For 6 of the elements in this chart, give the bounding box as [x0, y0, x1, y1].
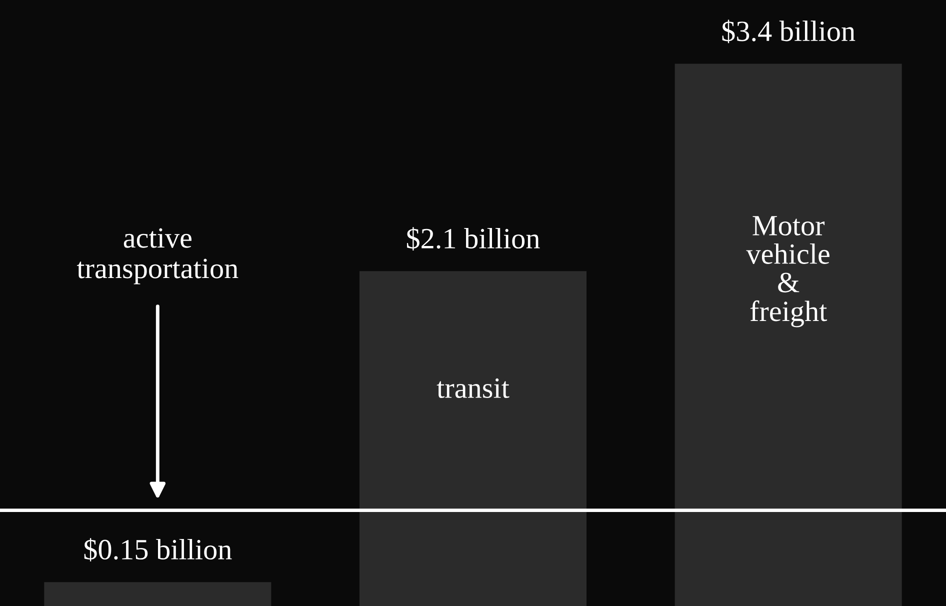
data-label: $0.15 billion [84, 538, 232, 562]
x-tick-label: Motor vehicle & freight [746, 216, 830, 328]
x-tick-label: transit [436, 378, 510, 398]
data-label: $3.4 billion [722, 20, 856, 44]
data-label: $2.1 billion [407, 227, 540, 250]
x-tick-label: active transportation [76, 228, 238, 284]
